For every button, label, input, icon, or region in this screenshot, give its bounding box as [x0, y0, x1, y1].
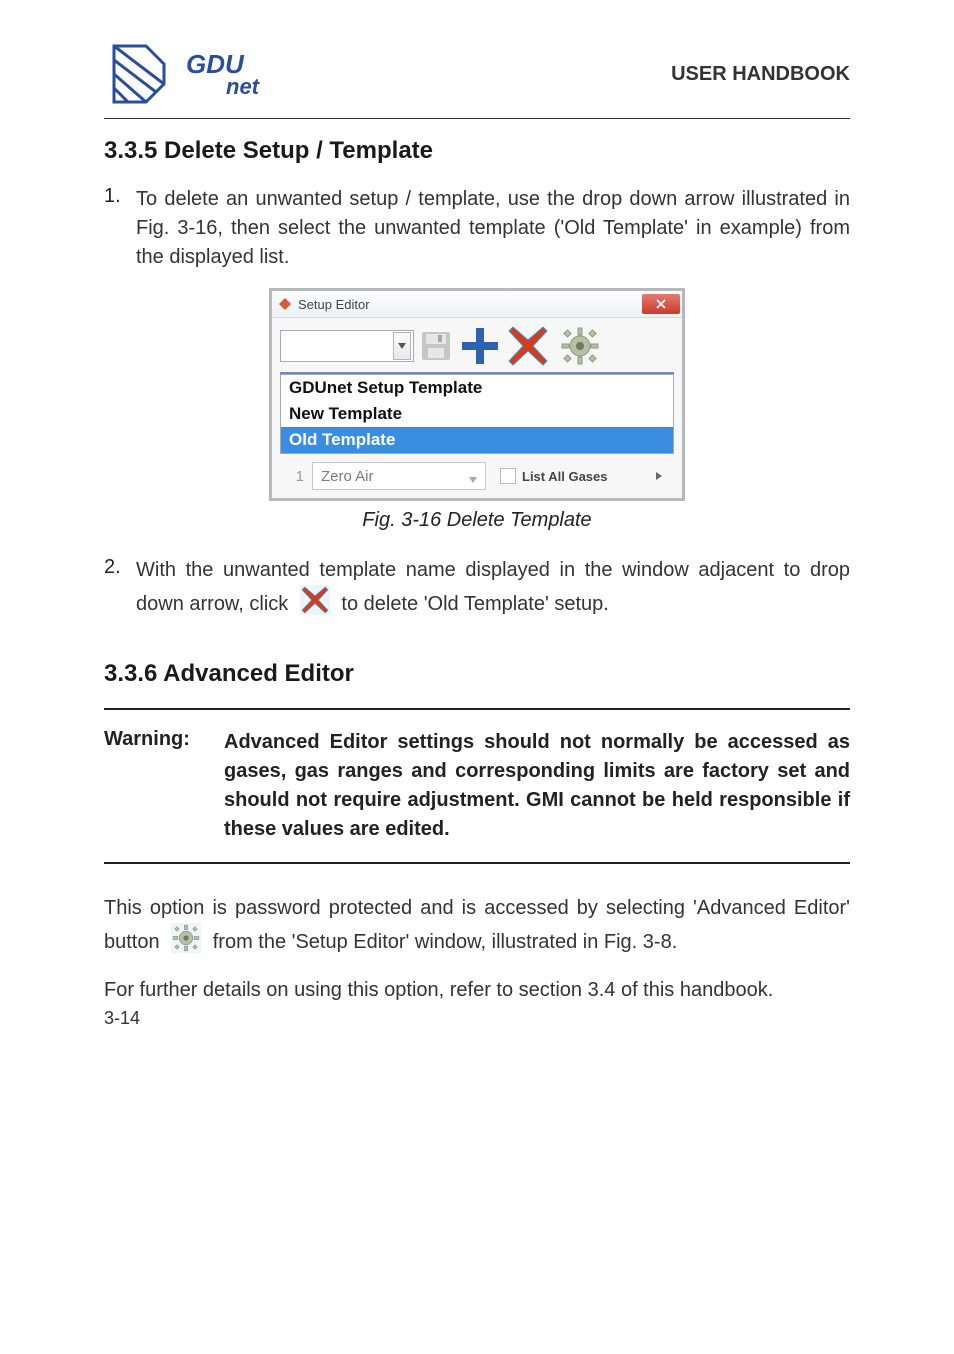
logo-mark — [104, 40, 180, 108]
row-number: 1 — [282, 468, 304, 485]
dropdown-option-selected[interactable]: Old Template — [281, 427, 673, 453]
header-title: USER HANDBOOK — [671, 63, 850, 86]
save-icon — [418, 328, 454, 364]
window-titlebar: Setup Editor — [272, 291, 682, 318]
dropdown-option[interactable]: New Template — [281, 401, 673, 427]
gear-icon — [171, 923, 201, 953]
warning-rule-top — [104, 708, 850, 710]
section-336-heading: 3.3.6 Advanced Editor — [104, 660, 850, 688]
step-number: 2. — [104, 556, 136, 624]
gas-label: Zero Air — [321, 468, 374, 485]
warning-block: Warning: Advanced Editor settings should… — [104, 728, 850, 844]
chevron-down-icon — [393, 332, 411, 360]
step-number: 1. — [104, 185, 136, 272]
template-dropdown[interactable] — [280, 330, 414, 362]
delete-button[interactable] — [506, 324, 550, 368]
para-advanced-1: This option is password protected and is… — [104, 894, 850, 962]
close-button[interactable] — [642, 294, 680, 314]
window-title: Setup Editor — [298, 297, 370, 312]
add-button[interactable] — [458, 324, 502, 368]
step-2: 2. With the unwanted template name displ… — [104, 556, 850, 624]
gear-icon — [560, 326, 600, 366]
logo-text: GDU net — [186, 49, 259, 100]
step-1: 1. To delete an unwanted setup / templat… — [104, 185, 850, 272]
step-text: With the unwanted template name displaye… — [136, 556, 850, 624]
figure-3-16: Setup Editor — [104, 288, 850, 532]
list-all-gases-checkbox[interactable] — [500, 468, 516, 484]
app-icon — [278, 297, 292, 311]
warning-rule-bottom — [104, 862, 850, 864]
close-icon — [656, 299, 666, 309]
warning-text: Advanced Editor settings should not norm… — [224, 728, 850, 844]
inline-delete-icon — [300, 585, 330, 624]
titlebar-left: Setup Editor — [278, 297, 370, 312]
para-text-b: from the 'Setup Editor' window, illustra… — [213, 931, 678, 953]
page-header: GDU net USER HANDBOOK — [104, 40, 850, 108]
setup-editor-window: Setup Editor — [269, 288, 685, 501]
logo: GDU net — [104, 40, 259, 108]
section-335-heading: 3.3.5 Delete Setup / Template — [104, 137, 850, 165]
step-text: To delete an unwanted setup / template, … — [136, 185, 850, 272]
toolbar — [272, 318, 682, 374]
gas-select[interactable]: Zero Air — [312, 462, 486, 490]
header-rule — [104, 118, 850, 119]
step2-text-b: to delete 'Old Template' setup. — [341, 593, 608, 615]
warning-label: Warning: — [104, 728, 224, 844]
save-button[interactable] — [418, 328, 454, 364]
brand-sub: net — [226, 74, 259, 100]
add-icon — [458, 324, 502, 368]
list-all-gases-label: List All Gases — [522, 469, 608, 484]
template-dropdown-list: GDUnet Setup Template New Template Old T… — [280, 374, 674, 454]
expand-arrow[interactable] — [654, 469, 672, 483]
chevron-down-icon — [469, 470, 481, 482]
delete-icon — [300, 585, 330, 615]
delete-icon — [506, 324, 550, 368]
page-number: 3-14 — [104, 1008, 140, 1029]
advanced-editor-button[interactable] — [560, 326, 600, 366]
page: GDU net USER HANDBOOK 3.3.5 Delete Setup… — [0, 0, 954, 1071]
dropdown-option[interactable]: GDUnet Setup Template — [281, 375, 673, 401]
gas-row: 1 Zero Air List All Gases — [272, 454, 682, 498]
inline-gear-icon — [171, 923, 201, 962]
figure-caption: Fig. 3-16 Delete Template — [104, 509, 850, 532]
para-advanced-2: For further details on using this option… — [104, 976, 850, 1005]
